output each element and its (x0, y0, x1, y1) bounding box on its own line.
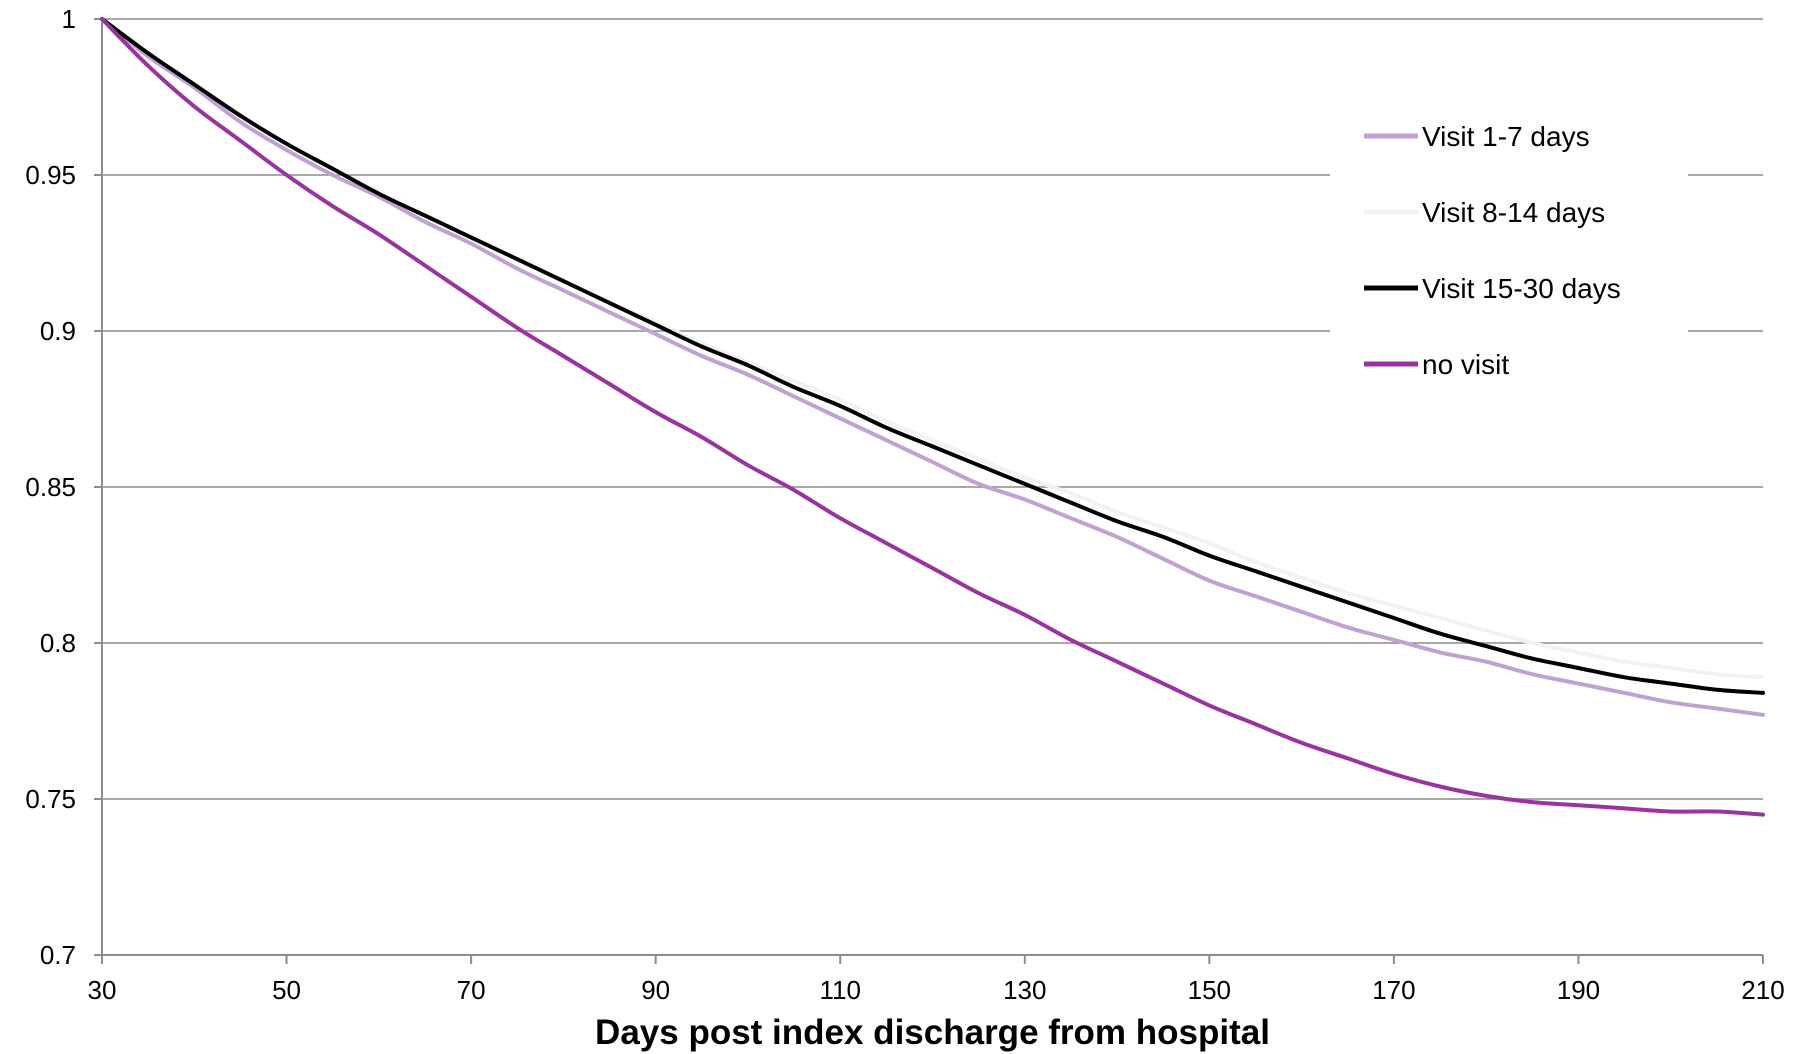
x-tick-label: 50 (272, 975, 301, 1005)
series-group (100, 17, 1765, 817)
x-tick-label: 30 (88, 975, 117, 1005)
x-tick-label: 130 (1003, 975, 1046, 1005)
legend-label-no-visit: no visit (1422, 349, 1509, 380)
y-tick-label: 0.9 (40, 316, 76, 346)
series-line-visit-1-7-days (100, 17, 1765, 717)
y-tick-label: 0.7 (40, 940, 76, 970)
x-tick-label: 110 (819, 975, 860, 1005)
x-tick-label: 190 (1557, 975, 1600, 1005)
series-line-visit-15-30-days (100, 17, 1765, 695)
legend-label-visit-15-30-days: Visit 15-30 days (1422, 273, 1621, 304)
y-tick-label: 0.95 (25, 160, 76, 190)
series-line-no-visit (100, 17, 1765, 817)
y-ticks: 0.7 0.75 0.8 0.85 0.9 0.95 1 (25, 4, 102, 970)
y-tick-label: 0.75 (25, 784, 76, 814)
x-tick-label: 70 (457, 975, 486, 1005)
x-tick-label: 150 (1188, 975, 1231, 1005)
x-tick-label: 90 (641, 975, 670, 1005)
legend-label-visit-8-14-days: Visit 8-14 days (1422, 197, 1605, 228)
y-tick-label: 1 (62, 4, 76, 34)
x-axis-title: Days post index discharge from hospital (595, 1013, 1270, 1052)
x-tick-label: 210 (1741, 975, 1784, 1005)
gridlines (102, 18, 1763, 800)
legend: Visit 1-7 days Visit 8-14 days Visit 15-30… (1330, 110, 1688, 400)
x-tick-label: 170 (1372, 975, 1415, 1005)
legend-background (1330, 110, 1688, 400)
legend-label-visit-1-7-days: Visit 1-7 days (1422, 121, 1590, 152)
y-tick-label: 0.85 (25, 472, 76, 502)
x-ticks: 30 50 70 90 110 130 150 170 190 210 (88, 955, 1785, 1005)
y-tick-label: 0.8 (40, 628, 76, 658)
